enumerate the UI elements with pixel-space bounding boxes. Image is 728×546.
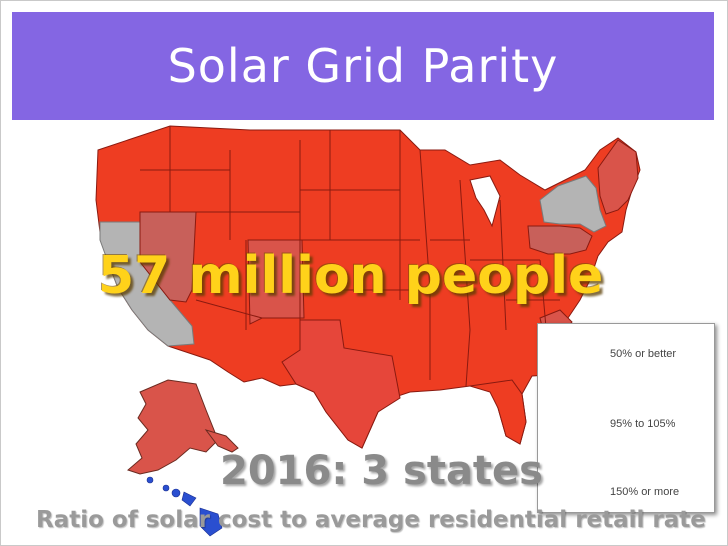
slide-title: Solar Grid Parity <box>167 39 559 93</box>
state-new-mexico <box>247 239 305 325</box>
legend-top-label: 50% or better <box>610 348 677 360</box>
headline-population: 57 million people <box>98 246 604 306</box>
great-lakes <box>469 175 501 228</box>
title-bar: Solar Grid Parity <box>12 12 714 120</box>
legend-box: 50% or better 95% to 105% 150% or more <box>537 323 715 513</box>
state-mid-atlantic <box>527 225 593 255</box>
state-new-england <box>597 139 639 215</box>
state-texas <box>281 319 401 449</box>
state-new-york <box>539 175 607 233</box>
subhead-year-states: 2016: 3 states <box>220 448 543 494</box>
state-borders <box>140 126 560 387</box>
caption-ratio: Ratio of solar cost to average residenti… <box>36 507 706 533</box>
legend-bottom-label: 150% or more <box>610 486 680 498</box>
state-florida <box>469 379 527 445</box>
alaska-panhandle <box>204 429 239 453</box>
state-alaska <box>127 379 219 475</box>
legend-mid-label: 95% to 105% <box>610 418 676 430</box>
state-hawaii <box>146 476 223 537</box>
